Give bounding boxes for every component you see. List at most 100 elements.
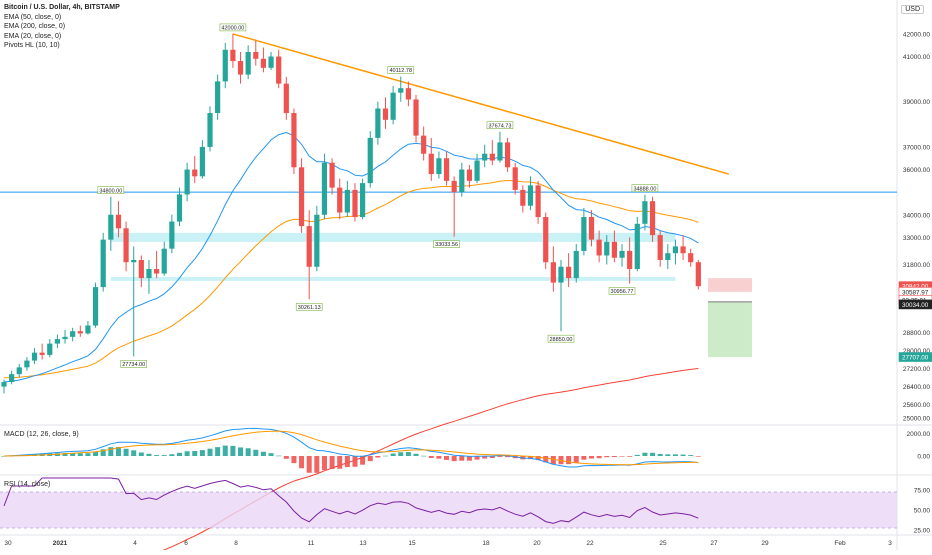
position-stop-zone — [707, 278, 752, 292]
macd-histogram-bar — [581, 456, 587, 460]
candle-body — [604, 241, 610, 256]
pivot-label-box — [219, 23, 247, 32]
candle-body — [474, 160, 480, 181]
macd-histogram-bar — [253, 449, 259, 456]
macd-histogram-bar — [367, 456, 373, 462]
candle-body — [230, 49, 236, 62]
price-tag-box — [898, 299, 932, 310]
candle-body — [428, 153, 434, 175]
price-axis-label: 25600.00 — [903, 402, 930, 409]
macd-histogram-bar — [321, 456, 327, 471]
candle-body — [207, 113, 213, 147]
macd-histogram-bar — [619, 456, 625, 457]
candle-body — [115, 214, 122, 229]
price-axis-label: 27200.00 — [903, 366, 930, 373]
candle-body — [85, 325, 91, 334]
macd-histogram-bar — [123, 448, 129, 456]
macd-histogram-bar — [611, 456, 617, 458]
macd-histogram-bar — [314, 456, 320, 473]
macd-histogram-bar — [344, 456, 350, 468]
candle-body — [92, 287, 99, 326]
time-axis-label: 27 — [710, 540, 718, 547]
macd-histogram-bar — [375, 456, 381, 458]
indicator-ema50[interactable]: EMA (50, close, 0) — [4, 13, 62, 21]
candle-body — [649, 201, 656, 236]
candle-body — [192, 169, 198, 177]
macd-histogram-bar — [108, 447, 114, 456]
candle-body — [352, 189, 358, 218]
macd-histogram-bar — [100, 449, 106, 456]
candle-body — [672, 246, 679, 254]
macd-histogram-bar — [413, 453, 419, 456]
macd-histogram-bar — [688, 455, 694, 456]
price-tag: 30842.00 — [902, 284, 929, 291]
candle-body — [611, 241, 617, 258]
candle-body — [306, 226, 312, 267]
price-axis-label: 34000.00 — [903, 212, 930, 219]
rsi-label[interactable]: RSI (14, close) — [4, 481, 51, 488]
candle-body — [245, 51, 251, 75]
trendline — [232, 33, 730, 175]
time-axis-label: 18 — [482, 540, 490, 547]
ema20-line — [3, 131, 699, 383]
time-axis-label: 22 — [586, 540, 594, 547]
candle-body — [237, 61, 244, 75]
macd-histogram-bar — [268, 453, 274, 456]
candle-body — [199, 146, 205, 177]
macd-histogram-bar — [466, 456, 472, 461]
macd-histogram-bar — [154, 455, 160, 456]
macd-histogram-bar — [436, 456, 442, 459]
macd-histogram-bar — [291, 456, 297, 464]
price-axis-label: 26400.00 — [903, 384, 930, 391]
candle-body — [176, 194, 183, 222]
time-axis-label: 3 — [888, 540, 892, 547]
rsi-line — [3, 477, 699, 524]
macd-histogram-bar — [634, 454, 640, 456]
pivot-label: 34800.00 — [99, 188, 122, 194]
macd-signal-line — [3, 430, 699, 466]
candle-body — [298, 167, 305, 227]
currency-button[interactable]: USD — [901, 5, 924, 14]
price-axis-label: 39000.00 — [903, 99, 930, 106]
candle-body — [291, 113, 297, 168]
macd-histogram-bar — [550, 456, 556, 465]
indicator-ema20[interactable]: EMA (20, close, 0) — [4, 32, 62, 40]
macd-histogram-bar — [77, 453, 83, 456]
candle-body — [283, 83, 289, 114]
price-axis-label: 37000.00 — [903, 144, 930, 151]
price-axis-label: 31800.00 — [903, 262, 930, 269]
candle-body — [123, 228, 129, 263]
time-axis-label: 8 — [234, 540, 238, 547]
pivot-label: 40112.78 — [389, 68, 412, 74]
candle-body — [390, 92, 396, 120]
rsi-axis-label: 75.00 — [914, 488, 931, 495]
candle-body — [627, 250, 633, 270]
candle-body — [642, 201, 648, 224]
macd-histogram-bar — [589, 456, 595, 459]
macd-histogram-bar — [238, 447, 244, 456]
candle-body — [695, 262, 701, 287]
macd-label[interactable]: MACD (12, 26, close, 9) — [4, 431, 79, 438]
macd-histogram-bar — [383, 455, 388, 457]
candle-body — [276, 56, 282, 84]
pivot-label-box — [547, 334, 575, 343]
price-tag-box — [898, 352, 932, 362]
indicator-ema200[interactable]: EMA (200, close, 0) — [4, 23, 66, 31]
macd-histogram-bar — [421, 455, 427, 457]
candle-body — [680, 246, 686, 254]
candle-body — [39, 352, 45, 355]
macd-histogram-bar — [642, 452, 648, 456]
macd-histogram-bar — [558, 456, 564, 465]
indicator-pivots[interactable]: Pivots HL (10, 10) — [4, 42, 60, 50]
candle-body — [321, 162, 328, 215]
support-zone — [110, 232, 676, 242]
macd-histogram-bar — [115, 446, 121, 456]
macd-histogram-bar — [337, 456, 343, 469]
macd-histogram-bar — [459, 456, 465, 461]
macd-histogram-bar — [527, 456, 533, 460]
candle-body — [566, 266, 572, 279]
pivot-label-box — [120, 360, 148, 368]
candle-body — [535, 185, 541, 218]
